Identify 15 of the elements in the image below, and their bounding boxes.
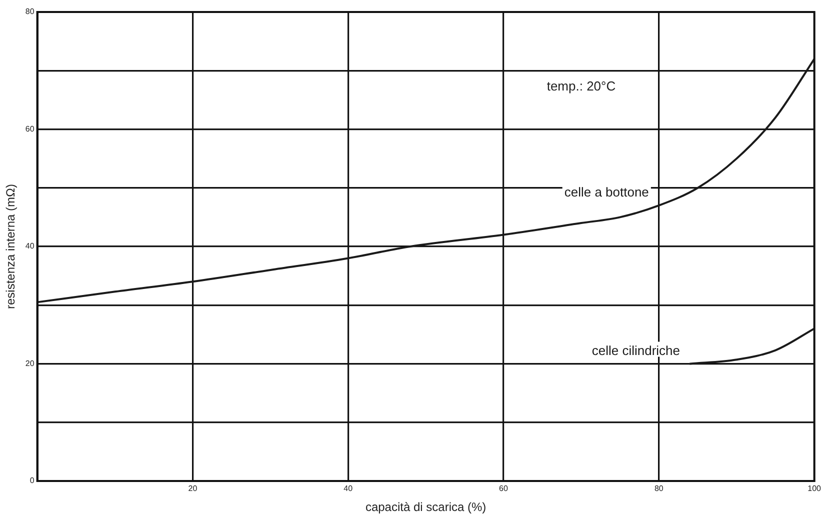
x-axis-title: capacità di scarica (%) — [365, 500, 486, 514]
x-tick-label: 60 — [499, 484, 509, 494]
series-label: celle a bottone — [564, 184, 649, 200]
x-tick-label: 80 — [654, 484, 664, 494]
x-tick-label: 100 — [808, 484, 822, 494]
y-tick-label: 60 — [25, 124, 35, 134]
y-tick-label: 20 — [25, 358, 35, 368]
series-label: celle cilindriche — [592, 342, 680, 358]
annotation: temp.: 20°C — [546, 78, 616, 94]
y-tick-label: 40 — [25, 242, 35, 251]
x-tick-label: 40 — [344, 484, 354, 494]
x-tick-label: 20 — [188, 484, 198, 494]
y-tick-label: 80 — [25, 7, 35, 16]
y-axis-title: resistenza interna (mΩ) — [4, 184, 18, 310]
y-tick-label: 0 — [30, 476, 35, 486]
